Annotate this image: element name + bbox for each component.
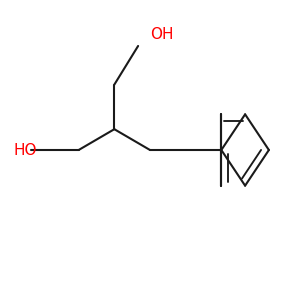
Text: OH: OH bbox=[150, 27, 173, 42]
Text: HO: HO bbox=[13, 142, 37, 158]
